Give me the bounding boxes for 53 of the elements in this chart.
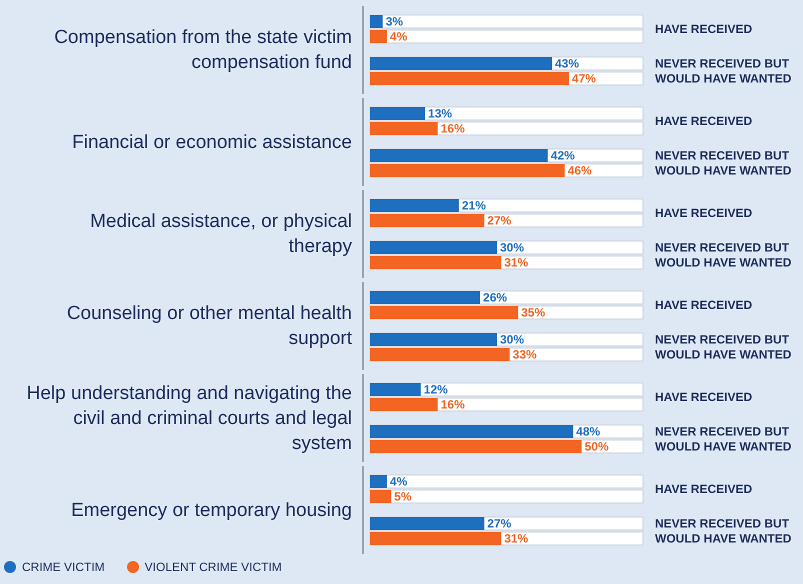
data-label: 5%	[394, 490, 412, 504]
y-tick-label: HAVE RECEIVED	[655, 482, 752, 496]
bar	[370, 398, 438, 411]
data-label: 16%	[440, 122, 466, 136]
data-label: 33%	[512, 348, 538, 362]
data-label: 31%	[504, 256, 529, 270]
data-label: 26%	[483, 290, 508, 304]
text: Counseling or other mental health support	[66, 302, 353, 351]
bar	[370, 122, 438, 135]
data-label: 48%	[576, 424, 601, 438]
text: Financial or economic assistance	[71, 130, 353, 154]
data-label: 21%	[462, 198, 486, 212]
data-label: 4%	[390, 474, 408, 488]
data-label: 46%	[568, 164, 592, 178]
bar	[370, 30, 387, 43]
data-label: 27%	[487, 516, 512, 530]
legend-label: VIOLENT CRIME VICTIM	[144, 560, 282, 574]
data-label: 43%	[555, 56, 580, 70]
legend-label: CRIME VICTIM	[21, 560, 105, 574]
bar	[370, 490, 392, 503]
data-label: 47%	[572, 72, 596, 86]
y-tick-label: NEVER RECEIVED BUT WOULD HAVE WANTED	[655, 56, 792, 86]
y-tick-label: NEVER RECEIVED BUT WOULD HAVE WANTED	[655, 424, 792, 454]
bar	[370, 383, 421, 396]
text: Emergency or temporary housing	[70, 498, 353, 522]
bar	[370, 15, 383, 28]
y-tick-label: HAVE RECEIVED	[655, 206, 752, 220]
data-label: 30%	[500, 332, 524, 346]
data-label: 42%	[550, 148, 576, 162]
data-label: 30%	[500, 240, 524, 254]
data-label: 4%	[390, 30, 408, 44]
data-label: 3%	[386, 14, 404, 28]
data-label: 31%	[504, 532, 529, 546]
y-tick-label: HAVE RECEIVED	[655, 114, 752, 128]
text: Compensation from the state victim compensation fund	[53, 26, 353, 75]
text: Medical assistance, or physical therapy	[89, 210, 353, 259]
bar	[370, 107, 426, 120]
data-label: 27%	[487, 214, 512, 228]
y-tick-label: NEVER RECEIVED BUT WOULD HAVE WANTED	[655, 516, 792, 546]
y-tick-label: NEVER RECEIVED BUT WOULD HAVE WANTED	[655, 332, 792, 362]
y-tick-label: NEVER RECEIVED BUT WOULD HAVE WANTED	[655, 240, 792, 270]
y-tick-label: HAVE RECEIVED	[655, 390, 752, 404]
text: Help understanding and navigating the civil and criminal courts and legal system	[26, 382, 353, 456]
data-label: 12%	[424, 382, 448, 396]
data-label: 50%	[584, 440, 609, 454]
y-tick-label: HAVE RECEIVED	[655, 298, 752, 312]
y-tick-label: HAVE RECEIVED	[655, 22, 752, 36]
data-label: 13%	[428, 106, 452, 120]
data-label: 35%	[521, 306, 546, 320]
y-tick-label: NEVER RECEIVED BUT WOULD HAVE WANTED	[655, 148, 792, 178]
data-label: 16%	[440, 398, 466, 412]
bar	[370, 475, 387, 488]
bar	[370, 199, 459, 212]
